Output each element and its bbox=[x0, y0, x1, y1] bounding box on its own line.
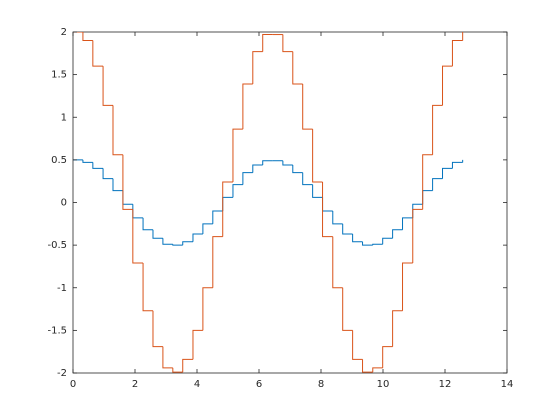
stair-step bbox=[232, 184, 243, 198]
y-tick-label: 0.5 bbox=[51, 155, 67, 166]
stair-step bbox=[142, 263, 153, 312]
stair-step bbox=[142, 217, 153, 231]
stair-step bbox=[232, 128, 243, 183]
y-tick-label: -1 bbox=[57, 283, 67, 294]
x-tick-label: 10 bbox=[377, 379, 390, 390]
stair-step bbox=[302, 172, 313, 186]
x-tick-label: 0 bbox=[70, 379, 76, 390]
stair-step bbox=[172, 244, 183, 246]
stair-step bbox=[392, 229, 403, 239]
stair-step bbox=[192, 233, 203, 242]
stair-step bbox=[102, 66, 113, 106]
stair-step bbox=[92, 162, 104, 169]
stair-step bbox=[442, 167, 453, 179]
stair-step bbox=[372, 243, 383, 246]
stair-step bbox=[432, 104, 443, 155]
stair-step bbox=[82, 159, 93, 163]
stair-step bbox=[152, 310, 163, 348]
stair-step bbox=[352, 234, 363, 243]
stair-step bbox=[112, 178, 123, 192]
x-tick-label: 6 bbox=[256, 379, 262, 390]
x-tick-label: 14 bbox=[501, 379, 514, 390]
stair-step bbox=[302, 84, 313, 130]
stair-step bbox=[202, 287, 213, 331]
stair-step bbox=[172, 367, 183, 373]
stair-step bbox=[122, 154, 133, 210]
x-tick-label: 12 bbox=[439, 379, 452, 390]
stair-step bbox=[292, 51, 303, 85]
stair-step bbox=[132, 209, 144, 264]
y-tick-label: 1 bbox=[61, 112, 67, 123]
stair-step bbox=[312, 184, 323, 198]
stair-step bbox=[252, 51, 263, 85]
stair-step bbox=[382, 346, 393, 368]
stair-step bbox=[292, 164, 303, 174]
stair-step bbox=[182, 241, 193, 246]
stair-step bbox=[92, 40, 104, 67]
y-tick-label: 1.5 bbox=[51, 70, 67, 81]
y-tick-label: -2 bbox=[57, 368, 67, 379]
plot-area bbox=[72, 31, 508, 374]
stair-step bbox=[192, 329, 203, 360]
stair-step bbox=[212, 236, 223, 288]
stair-step bbox=[282, 160, 293, 166]
stair-step bbox=[162, 346, 173, 369]
stair-step bbox=[362, 241, 373, 246]
stair-step bbox=[402, 217, 413, 230]
stair-step bbox=[451, 40, 463, 67]
stair-step bbox=[332, 236, 343, 289]
stair-step bbox=[262, 34, 273, 52]
stair-step bbox=[102, 168, 113, 180]
stair-step bbox=[451, 161, 463, 169]
stair-step bbox=[282, 34, 293, 53]
stair-step bbox=[442, 65, 453, 106]
stair-step bbox=[342, 223, 353, 235]
stair-step bbox=[222, 181, 233, 237]
stair-step bbox=[412, 208, 423, 264]
stair-step bbox=[362, 359, 373, 373]
stair-step bbox=[182, 358, 193, 373]
stair-step bbox=[152, 229, 163, 239]
x-tick-label: 8 bbox=[318, 379, 324, 390]
x-tick-label: 4 bbox=[194, 379, 200, 390]
stair-step bbox=[402, 262, 413, 311]
stair-step bbox=[312, 129, 323, 183]
stair-step bbox=[332, 211, 343, 225]
stair-step bbox=[162, 238, 173, 245]
stair-step bbox=[382, 237, 393, 245]
stair-step bbox=[432, 178, 443, 191]
stair-step bbox=[352, 330, 363, 360]
stair-step bbox=[252, 164, 263, 173]
plot-marks bbox=[73, 32, 464, 373]
stair-step bbox=[422, 154, 433, 210]
y-tick-label: -1.5 bbox=[47, 325, 67, 336]
x-tick-label: 2 bbox=[132, 379, 138, 390]
stair-step bbox=[212, 210, 223, 224]
stair-step bbox=[262, 160, 273, 165]
y-tick-label: -0.5 bbox=[47, 240, 67, 251]
y-tick-label: 0 bbox=[61, 198, 67, 209]
stair-step bbox=[82, 32, 93, 42]
stair-step bbox=[242, 83, 253, 130]
stair-step bbox=[392, 310, 403, 347]
y-tick-label: 2 bbox=[61, 27, 67, 38]
stair-step bbox=[322, 182, 333, 238]
stair-step bbox=[202, 223, 213, 235]
stair-step bbox=[372, 367, 383, 373]
stair-step bbox=[112, 105, 123, 156]
stair-step bbox=[342, 287, 353, 331]
stair-step bbox=[242, 172, 253, 185]
